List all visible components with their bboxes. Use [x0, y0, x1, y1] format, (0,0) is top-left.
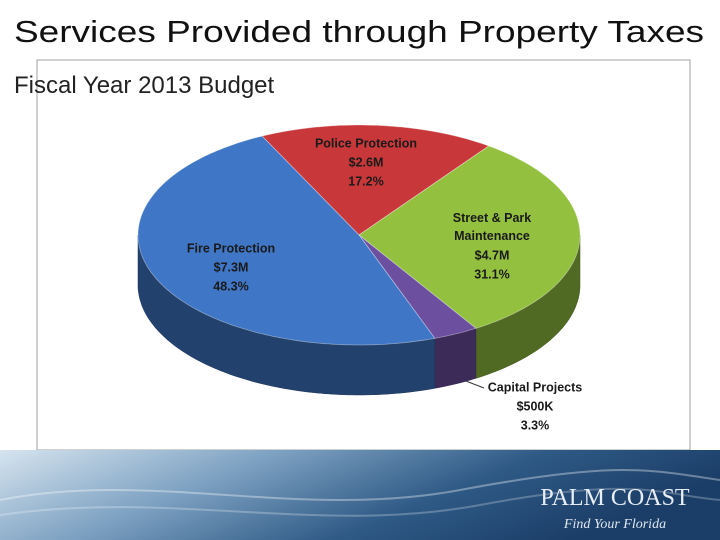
slice: [261, 124, 490, 236]
footer-band: [0, 450, 720, 540]
amount-label: $7.3M: [214, 260, 249, 274]
slice: [137, 135, 436, 346]
slice: [358, 145, 581, 329]
logo-name: PALM COAST: [540, 485, 689, 511]
value-label: 31.1%: [474, 267, 509, 281]
value-label: 48.3%: [213, 279, 248, 293]
logo-tagline: Find Your Florida: [563, 517, 666, 532]
value-label: 3.3%: [521, 418, 550, 432]
footer-wave: [0, 469, 720, 501]
slice-label: Police Protection: [315, 136, 417, 150]
slice-label: Fire Protection: [187, 241, 275, 255]
amount-label: $4.7M: [475, 248, 510, 262]
amount-label: $2.6M: [349, 155, 384, 169]
slice: [358, 234, 477, 339]
amount-label: $500K: [517, 399, 554, 413]
slide-title: Services Provided through Property Taxes: [14, 14, 704, 49]
slice-label: Street & Park Maintenance: [453, 211, 532, 243]
slice-label: Capital Projects: [488, 380, 583, 394]
slide-subtitle: Fiscal Year 2013 Budget: [14, 72, 275, 99]
value-label: 17.2%: [348, 174, 383, 188]
footer-wave: [0, 487, 720, 517]
